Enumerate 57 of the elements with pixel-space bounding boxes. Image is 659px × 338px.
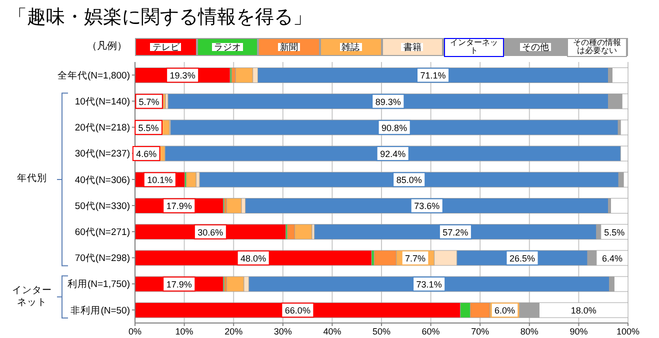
text: 年代別: [16, 172, 48, 186]
x-tick-label: 0%: [128, 326, 142, 336]
y-tick-label: 利用(N=1,750): [67, 278, 130, 290]
data-label: 57.2%: [442, 227, 468, 238]
y-tick-label: 60代(N=271): [74, 227, 130, 238]
data-label: 19.3%: [170, 70, 196, 81]
text: 新聞: [278, 42, 300, 52]
x-tick-label: 50%: [372, 326, 391, 336]
series-label: テレビ: [150, 42, 182, 52]
x-tick-label: 20%: [224, 326, 243, 336]
x-tick-label: 100%: [616, 326, 640, 336]
text: インターネット: [11, 284, 53, 310]
x-tick-label: 30%: [274, 326, 292, 336]
x-tick-label: 60%: [422, 326, 440, 336]
series-label: インターネット: [444, 38, 504, 56]
chart-title: 「趣味・娯楽に関する情報を得る」: [8, 6, 312, 30]
y-tick-label: 70代(N=298): [74, 253, 130, 264]
x-tick-label: 90%: [570, 326, 588, 336]
y-tick-label: 全年代(N=1,800): [57, 69, 130, 82]
y-tick-label: 10代(N=140): [74, 96, 130, 108]
data-label: 92.4%: [380, 149, 406, 160]
x-tick-label: 40%: [323, 326, 342, 336]
data-label: 5.5%: [138, 122, 159, 133]
y-tick-label: 20代(N=218): [74, 122, 130, 134]
data-label: 48.0%: [240, 253, 266, 264]
x-tick-label: 80%: [520, 326, 538, 336]
data-label: 6.0%: [494, 306, 516, 316]
data-label: 6.4%: [602, 253, 622, 264]
data-label: 26.5%: [509, 253, 536, 264]
y-tick-label: 40代(N=306): [74, 174, 130, 186]
data-label: 10.1%: [147, 175, 173, 186]
series-label: その種の情報は必要ない: [567, 38, 627, 56]
data-label: 90.8%: [382, 122, 408, 133]
x-tick-label: 70%: [471, 326, 490, 336]
data-label: 5.7%: [138, 96, 160, 107]
text: 書籍: [401, 42, 424, 52]
data-label: 17.9%: [166, 201, 192, 212]
data-label: 18.0%: [570, 306, 596, 316]
y-tick-label: 非利用(N=50): [70, 304, 130, 316]
y-tick-label: 50代(N=330): [74, 200, 130, 212]
y-tick-label: 30代(N=237): [74, 148, 130, 160]
data-label: 7.7%: [405, 253, 426, 264]
data-label: 66.0%: [284, 306, 310, 316]
data-label: 73.1%: [416, 280, 442, 290]
data-label: 4.6%: [136, 149, 157, 160]
data-label: 17.9%: [166, 280, 192, 290]
text: その他: [520, 42, 552, 52]
text: ラジオ: [212, 42, 243, 52]
data-label: 73.6%: [414, 201, 440, 212]
data-label: 5.5%: [604, 227, 625, 238]
legend-title: （凡例）: [86, 40, 127, 54]
x-tick-label: 10%: [175, 326, 194, 336]
data-label: 85.0%: [396, 175, 422, 186]
data-label: 71.1%: [420, 70, 446, 81]
data-label: 30.6%: [198, 227, 224, 238]
text: 雑誌: [340, 42, 362, 52]
data-label: 89.3%: [375, 96, 401, 107]
